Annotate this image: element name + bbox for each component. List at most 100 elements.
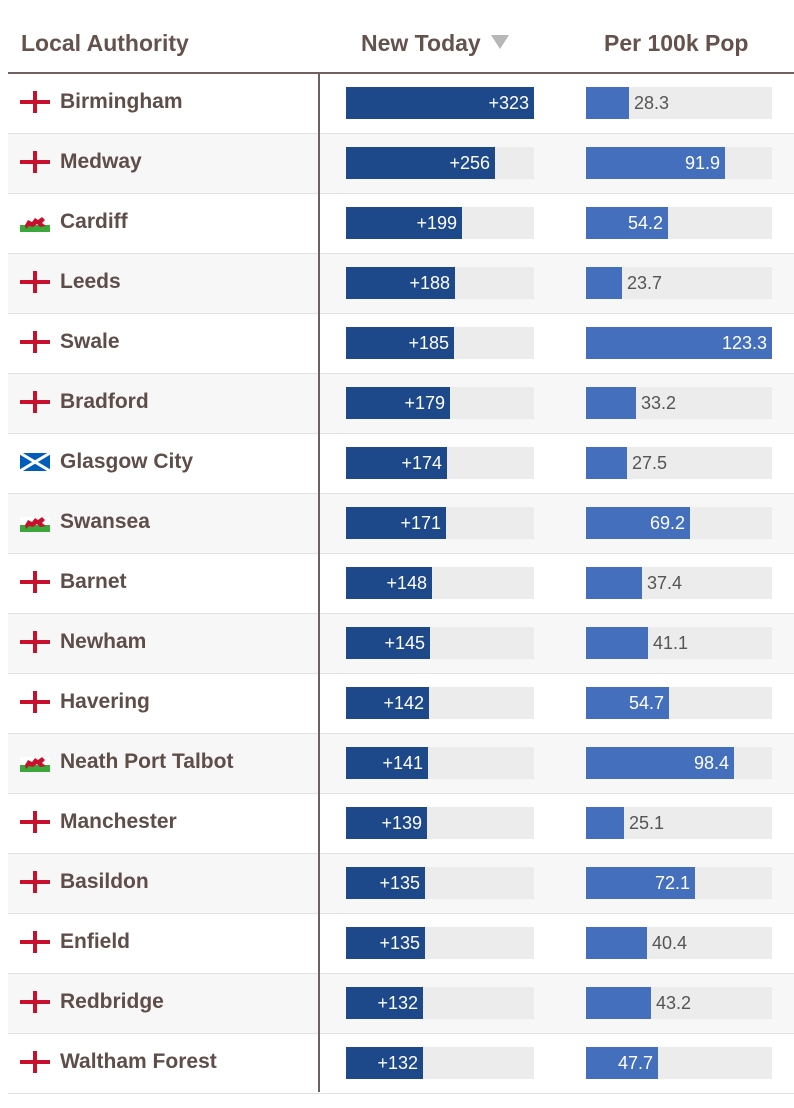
england-flag-icon [20,931,50,953]
table-row[interactable]: Swale +185 123.3 [8,314,794,374]
table-row[interactable]: Newham +145 41.1 [8,614,794,674]
table-row[interactable]: Swansea +171 69.2 [8,494,794,554]
table-row[interactable]: Cardiff +199 54.2 [8,194,794,254]
header-new-today[interactable]: New Today [361,30,509,57]
new-today-bar-track: +174 [346,447,534,479]
table-row[interactable]: Barnet +148 37.4 [8,554,794,614]
per-100k-bar [586,927,647,959]
new-today-value: +256 [449,153,490,173]
new-today-value: +132 [377,1053,418,1073]
england-flag-icon [20,1051,50,1073]
new-today-bar-track: +145 [346,627,534,659]
authority-name: Neath Port Talbot [60,750,234,773]
per-100k-value: 41.1 [653,633,689,653]
new-today-bar [346,567,432,599]
per-100k-bar-track: 47.7 [586,1047,772,1079]
new-today-bar [346,327,454,359]
table-row[interactable]: Leeds +188 23.7 [8,254,794,314]
per-100k-value: 33.2 [641,393,677,413]
per-100k-value: 98.4 [693,753,729,773]
authority-name: Cardiff [60,210,128,233]
per-100k-bar [586,687,669,719]
authority-name: Manchester [60,810,177,833]
new-today-bar-track: +132 [346,1047,534,1079]
table-row[interactable]: Havering +142 54.7 [8,674,794,734]
header-new-today-label: New Today [361,30,481,56]
authority-name: Birmingham [60,90,183,113]
per-100k-value: 47.7 [617,1053,653,1073]
table-row[interactable]: Waltham Forest +132 47.7 [8,1034,794,1094]
table-row[interactable]: Neath Port Talbot +141 98.4 [8,734,794,794]
per-100k-bar [586,807,624,839]
table-row[interactable]: Redbridge +132 43.2 [8,974,794,1034]
table-row[interactable]: Glasgow City +174 27.5 [8,434,794,494]
authority-name: Barnet [60,570,127,593]
per-100k-bar-track: 25.1 [586,807,772,839]
per-100k-bar-track: 33.2 [586,387,772,419]
per-100k-bar-track: 23.7 [586,267,772,299]
header-local-authority[interactable]: Local Authority [21,30,189,56]
per-100k-bar [586,1047,658,1079]
table-row[interactable]: Basildon +135 72.1 [8,854,794,914]
new-today-bar-track: +323 [346,87,534,119]
new-today-value: +141 [382,753,423,773]
per-100k-bar [586,147,725,179]
new-today-bar-track: +142 [346,687,534,719]
per-100k-value: 37.4 [647,573,683,593]
new-today-value: +185 [408,333,449,353]
new-today-value: +199 [416,213,457,233]
england-flag-icon [20,631,50,653]
sort-desc-icon[interactable] [490,35,509,49]
new-today-bar-track: +199 [346,207,534,239]
new-today-bar [346,627,430,659]
per-100k-bar-track: 54.2 [586,207,772,239]
new-today-value: +174 [401,453,442,473]
per-100k-value: 43.2 [656,993,692,1013]
per-100k-bar [586,567,642,599]
new-today-value: +142 [383,693,424,713]
per-100k-value: 69.2 [649,513,685,533]
new-today-bar-track: +139 [346,807,534,839]
table-row[interactable]: Bradford +179 33.2 [8,374,794,434]
per-100k-bar [586,447,627,479]
england-flag-icon [20,151,50,173]
table-row[interactable]: Manchester +139 25.1 [8,794,794,854]
per-100k-value: 91.9 [684,153,720,173]
table-row[interactable]: Medway +256 91.9 [8,134,794,194]
per-100k-bar-track: 43.2 [586,987,772,1019]
authority-name: Basildon [60,870,149,893]
new-today-bar [346,987,423,1019]
authority-name: Leeds [60,270,121,293]
authority-name: Swale [60,330,120,353]
england-flag-icon [20,691,50,713]
per-100k-bar [586,207,668,239]
england-flag-icon [20,331,50,353]
per-100k-value: 28.3 [634,93,670,113]
england-flag-icon [20,91,50,113]
wales-flag-icon [20,211,50,233]
new-today-value: +132 [377,993,418,1013]
table-body: Birmingham +323 28.3 Medway +256 91.9 Cardiff +… [8,74,794,1094]
header-per-100k[interactable]: Per 100k Pop [604,30,749,56]
column-divider [318,74,320,1092]
new-today-bar-track: +148 [346,567,534,599]
table-row[interactable]: Birmingham +323 28.3 [8,74,794,134]
per-100k-bar-track: 40.4 [586,927,772,959]
new-today-bar-track: +141 [346,747,534,779]
new-today-bar-track: +135 [346,867,534,899]
per-100k-value: 27.5 [632,453,668,473]
authority-name: Bradford [60,390,149,413]
table-row[interactable]: Enfield +135 40.4 [8,914,794,974]
per-100k-bar-track: 72.1 [586,867,772,899]
per-100k-bar [586,747,734,779]
new-today-bar [346,687,429,719]
scotland-flag-icon [19,451,51,473]
new-today-value: +188 [409,273,450,293]
authority-name: Waltham Forest [60,1050,217,1073]
per-100k-value: 54.7 [628,693,664,713]
wales-flag-icon [20,511,50,533]
new-today-bar-track: +185 [346,327,534,359]
per-100k-value: 25.1 [629,813,665,833]
new-today-bar [346,87,534,119]
england-flag-icon [20,571,50,593]
